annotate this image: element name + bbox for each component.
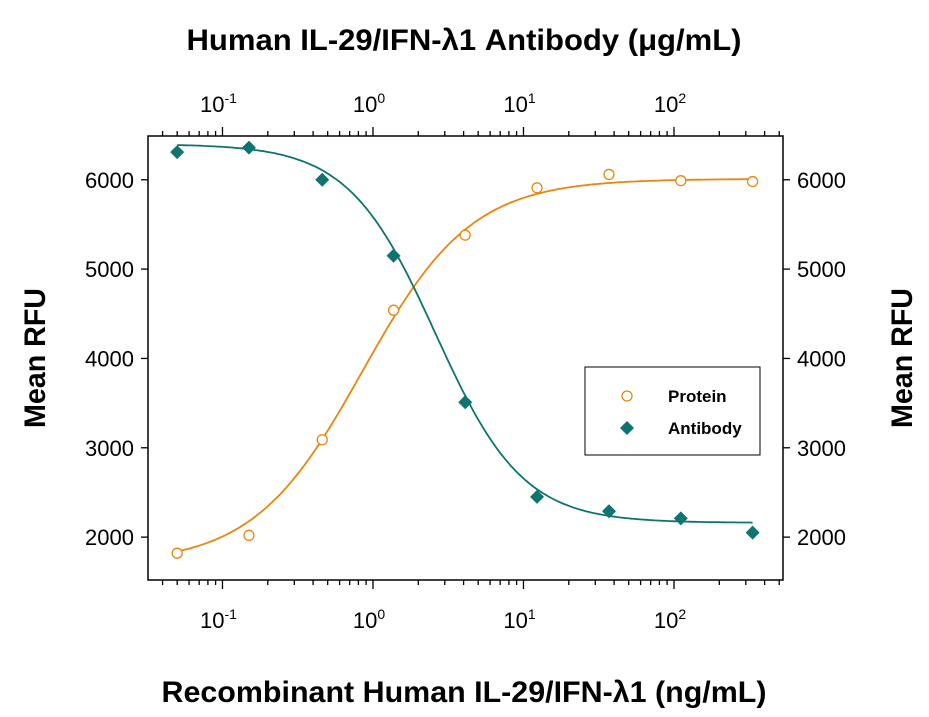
y-tick-label-right: 3000 <box>797 436 846 461</box>
y-tick-label-right: 6000 <box>797 168 846 193</box>
data-point-protein <box>603 168 615 181</box>
data-point-protein <box>675 175 687 187</box>
y-tick-label-left: 3000 <box>85 436 134 461</box>
legend-label-protein: Protein <box>668 387 727 406</box>
x-tick-label-bottom: 100 <box>353 606 385 633</box>
data-point-antibody <box>241 140 256 155</box>
data-point-protein <box>316 434 328 446</box>
data-point-antibody <box>673 511 688 526</box>
chart-title: Human IL-29/IFN-λ1 Antibody (μg/mL) <box>187 24 742 57</box>
y-tick-label-left: 5000 <box>85 257 134 282</box>
data-point-antibody <box>458 395 473 410</box>
legend: Protein Antibody <box>584 366 761 456</box>
data-point-antibody <box>530 489 545 504</box>
fit-curve-antibody <box>177 144 753 524</box>
y-axis-label-right: Mean RFU <box>886 288 919 428</box>
data-point-antibody <box>386 248 401 263</box>
legend-box <box>584 366 761 456</box>
x-tick-label-top: 102 <box>654 90 686 117</box>
data-point-protein <box>746 175 759 188</box>
x-tick-label-top: 100 <box>353 90 385 117</box>
data-point-protein <box>459 229 471 241</box>
data-point-antibody <box>170 145 185 160</box>
x-tick-label-bottom: 101 <box>503 606 535 633</box>
plot-frame <box>147 135 784 581</box>
data-point-protein <box>171 547 183 559</box>
data-point-antibody <box>602 504 617 519</box>
x-tick-label-top: 10-1 <box>200 90 237 117</box>
y-tick-label-left: 4000 <box>85 346 134 371</box>
x-axis-label: Recombinant Human IL-29/IFN-λ1 (ng/mL) <box>162 676 767 709</box>
legend-marker-protein <box>621 390 633 402</box>
data-point-protein <box>243 529 255 541</box>
legend-marker-antibody <box>620 421 634 435</box>
y-tick-label-left: 6000 <box>85 168 134 193</box>
data-point-antibody <box>315 172 330 187</box>
data-point-protein <box>387 304 400 316</box>
y-tick-label-right: 5000 <box>797 257 846 282</box>
x-tick-label-bottom: 102 <box>654 606 686 633</box>
x-tick-label-top: 101 <box>503 90 535 117</box>
y-tick-label-right: 2000 <box>797 525 846 550</box>
x-tick-label-bottom: 10-1 <box>200 606 237 633</box>
data-point-antibody <box>745 525 760 540</box>
y-tick-label-left: 2000 <box>85 525 134 550</box>
y-axis-label-left: Mean RFU <box>19 288 52 428</box>
legend-label-antibody: Antibody <box>668 419 742 438</box>
data-point-protein <box>531 182 543 194</box>
y-tick-label-right: 4000 <box>797 346 846 371</box>
